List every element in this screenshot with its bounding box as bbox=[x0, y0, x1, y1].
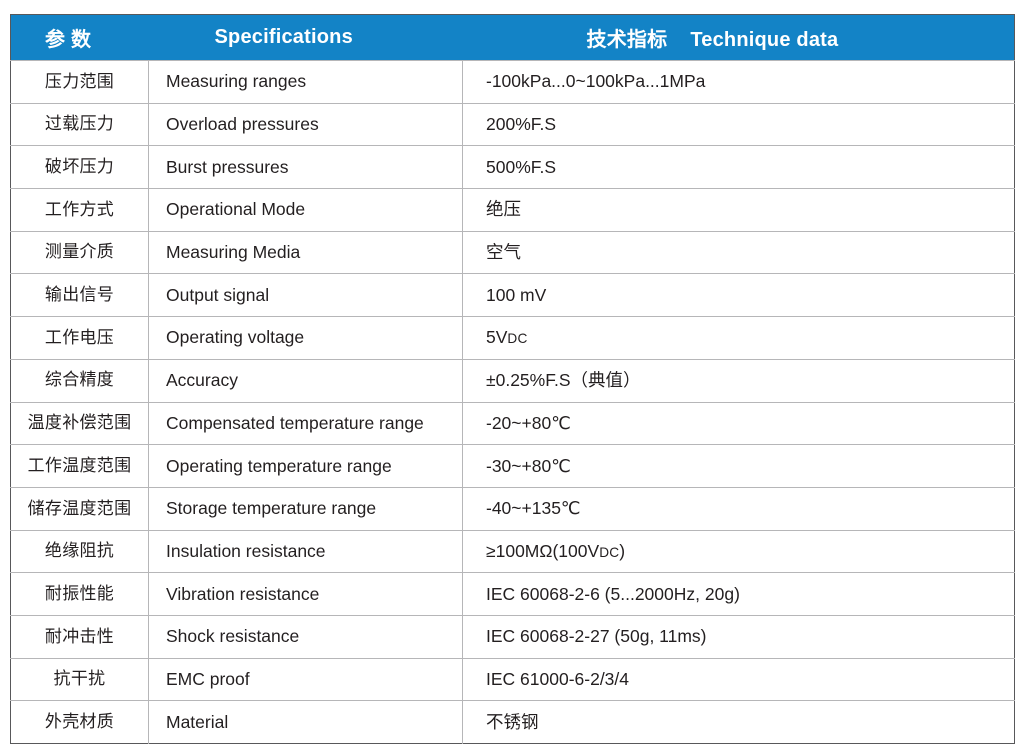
cell-parameter-cn: 耐冲击性 bbox=[10, 614, 149, 659]
cell-specification-en: Insulation resistance bbox=[148, 529, 463, 574]
cell-technique-value: -40~+135℃ bbox=[462, 486, 1015, 531]
cell-technique-value: 500%F.S bbox=[462, 145, 1015, 190]
cell-specification-en: Compensated temperature range bbox=[148, 401, 463, 446]
cell-specification-en: Vibration resistance bbox=[148, 572, 463, 616]
cell-technique-value: 200%F.S bbox=[462, 102, 1015, 147]
specifications-table-container: 参 数 Specifications 技术指标 Technique data 压… bbox=[10, 14, 1015, 744]
cell-parameter-cn: 储存温度范围 bbox=[10, 486, 149, 531]
cell-parameter-cn: 综合精度 bbox=[10, 358, 149, 403]
column-header-specifications: Specifications bbox=[148, 14, 463, 61]
cell-specification-en: Burst pressures bbox=[148, 145, 463, 190]
cell-technique-value: -20~+80℃ bbox=[462, 401, 1015, 446]
cell-parameter-cn: 外壳材质 bbox=[10, 700, 149, 744]
cell-specification-en: Storage temperature range bbox=[148, 486, 463, 531]
cell-parameter-cn: 抗干扰 bbox=[10, 657, 149, 702]
cell-specification-en: Measuring ranges bbox=[148, 60, 463, 104]
column-header-technique-data: 技术指标 Technique data bbox=[462, 14, 1015, 61]
cell-specification-en: Operational Mode bbox=[148, 188, 463, 232]
table-row: 工作电压 Operating voltage 5VDC bbox=[10, 316, 1015, 360]
specifications-table: 参 数 Specifications 技术指标 Technique data 压… bbox=[10, 14, 1015, 744]
cell-parameter-cn: 温度补偿范围 bbox=[10, 401, 149, 446]
cell-parameter-cn: 测量介质 bbox=[10, 230, 149, 275]
table-row: 外壳材质 Material 不锈钢 bbox=[10, 700, 1015, 744]
cell-specification-en: Operating voltage bbox=[148, 316, 463, 360]
table-row: 过载压力 Overload pressures 200%F.S bbox=[10, 102, 1015, 147]
table-row: 储存温度范围 Storage temperature range -40~+135℃ bbox=[10, 486, 1015, 531]
table-row: 耐振性能 Vibration resistance IEC 60068-2-6 (5… bbox=[10, 572, 1015, 616]
dc-subscript: DC bbox=[599, 544, 620, 560]
cell-specification-en: Accuracy bbox=[148, 358, 463, 403]
cell-specification-en: Material bbox=[148, 700, 463, 744]
table-row: 温度补偿范围 Compensated temperature range -20~+… bbox=[10, 401, 1015, 446]
table-row: 工作温度范围 Operating temperature range -30~+80… bbox=[10, 444, 1015, 488]
table-row: 测量介质 Measuring Media 空气 bbox=[10, 230, 1015, 275]
cell-specification-en: EMC proof bbox=[148, 657, 463, 702]
cell-specification-en: Output signal bbox=[148, 273, 463, 318]
cell-technique-value: 绝压 bbox=[462, 188, 1015, 232]
dc-subscript: DC bbox=[507, 331, 528, 347]
table-row: 输出信号 Output signal 100 mV bbox=[10, 273, 1015, 318]
cell-technique-value: -30~+80℃ bbox=[462, 444, 1015, 488]
table-row: 抗干扰 EMC proof IEC 61000-6-2/3/4 bbox=[10, 657, 1015, 702]
cell-technique-value: ≥100MΩ(100VDC) bbox=[462, 529, 1015, 574]
cell-parameter-cn: 破坏压力 bbox=[10, 145, 149, 190]
cell-technique-value: 不锈钢 bbox=[462, 700, 1015, 744]
table-row: 工作方式 Operational Mode 绝压 bbox=[10, 188, 1015, 232]
table-row: 破坏压力 Burst pressures 500%F.S bbox=[10, 145, 1015, 190]
cell-technique-value: 100 mV bbox=[462, 273, 1015, 318]
cell-technique-value: 5VDC bbox=[462, 316, 1015, 360]
cell-technique-value: IEC 60068-2-27 (50g, 11ms) bbox=[462, 614, 1015, 659]
cell-technique-value: ±0.25%F.S（典值） bbox=[462, 358, 1015, 403]
table-row: 压力范围 Measuring ranges -100kPa...0~100kPa..… bbox=[10, 60, 1015, 104]
table-row: 耐冲击性 Shock resistance IEC 60068-2-27 (50g,… bbox=[10, 614, 1015, 659]
cell-parameter-cn: 绝缘阻抗 bbox=[10, 529, 149, 574]
column-header-parameter-cn: 参 数 bbox=[10, 14, 149, 61]
cell-specification-en: Overload pressures bbox=[148, 102, 463, 147]
cell-specification-en: Measuring Media bbox=[148, 230, 463, 275]
cell-technique-value: -100kPa...0~100kPa...1MPa bbox=[462, 60, 1015, 104]
cell-technique-value: 空气 bbox=[462, 230, 1015, 275]
table-header: 参 数 Specifications 技术指标 Technique data bbox=[10, 14, 1015, 61]
cell-parameter-cn: 工作温度范围 bbox=[10, 444, 149, 488]
table-row: 绝缘阻抗 Insulation resistance ≥100MΩ(100VDC) bbox=[10, 529, 1015, 574]
table-header-row: 参 数 Specifications 技术指标 Technique data bbox=[10, 14, 1015, 61]
cell-technique-value: IEC 60068-2-6 (5...2000Hz, 20g) bbox=[462, 572, 1015, 616]
cell-specification-en: Operating temperature range bbox=[148, 444, 463, 488]
cell-technique-value: IEC 61000-6-2/3/4 bbox=[462, 657, 1015, 702]
cell-parameter-cn: 过载压力 bbox=[10, 102, 149, 147]
table-row: 综合精度 Accuracy ±0.25%F.S（典值） bbox=[10, 358, 1015, 403]
table-body: 压力范围 Measuring ranges -100kPa...0~100kPa..… bbox=[10, 60, 1015, 744]
cell-parameter-cn: 耐振性能 bbox=[10, 572, 149, 616]
cell-parameter-cn: 工作电压 bbox=[10, 316, 149, 360]
cell-specification-en: Shock resistance bbox=[148, 614, 463, 659]
cell-parameter-cn: 压力范围 bbox=[10, 60, 149, 104]
cell-parameter-cn: 工作方式 bbox=[10, 188, 149, 232]
cell-parameter-cn: 输出信号 bbox=[10, 273, 149, 318]
